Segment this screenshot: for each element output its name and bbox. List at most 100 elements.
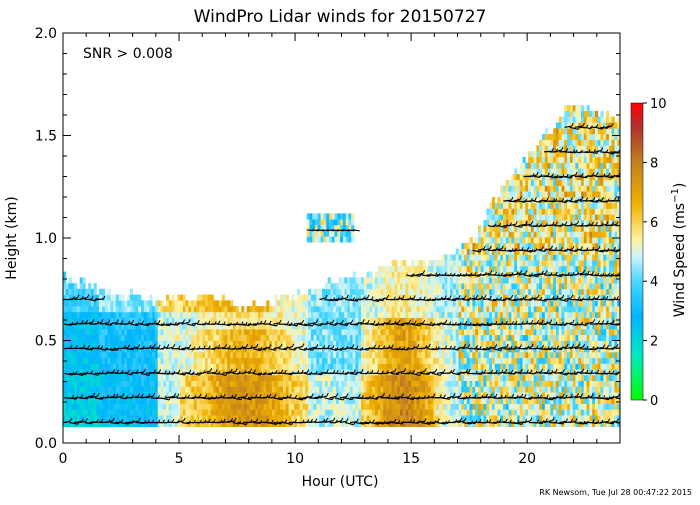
heatmap-cell bbox=[182, 397, 186, 404]
heatmap-cell bbox=[199, 392, 203, 399]
heatmap-cell bbox=[547, 133, 551, 140]
heatmap-cell bbox=[503, 197, 507, 204]
heatmap-cell bbox=[335, 380, 340, 387]
heatmap-cell bbox=[322, 392, 326, 399]
heatmap-cell bbox=[115, 300, 120, 307]
heatmap-cell bbox=[439, 329, 443, 336]
heatmap-cell bbox=[82, 317, 86, 324]
heatmap-cell bbox=[269, 386, 273, 393]
heatmap-cell bbox=[397, 300, 401, 307]
heatmap-cell bbox=[413, 392, 418, 399]
heatmap-cell bbox=[361, 374, 365, 381]
heatmap-cell bbox=[269, 374, 273, 381]
heatmap-cell bbox=[219, 357, 223, 364]
heatmap-cell bbox=[480, 248, 484, 255]
heatmap-cell bbox=[322, 311, 326, 318]
heatmap-cell bbox=[508, 260, 512, 267]
heatmap-cell bbox=[444, 288, 448, 295]
heatmap-cell bbox=[79, 374, 83, 381]
heatmap-cell bbox=[260, 386, 264, 393]
heatmap-cell bbox=[522, 254, 526, 261]
heatmap-cell bbox=[464, 260, 468, 267]
heatmap-cell bbox=[283, 374, 287, 381]
heatmap-cell bbox=[308, 306, 312, 313]
heatmap-cell bbox=[444, 363, 448, 370]
heatmap-cell bbox=[530, 197, 535, 204]
heatmap-cell bbox=[129, 352, 133, 359]
heatmap-cell bbox=[505, 386, 509, 393]
heatmap-cell bbox=[285, 386, 289, 393]
heatmap-cell bbox=[530, 306, 535, 313]
heatmap-cell bbox=[93, 392, 97, 399]
heatmap-cell bbox=[388, 334, 392, 341]
heatmap-cell bbox=[227, 311, 231, 318]
heatmap-cell bbox=[555, 340, 560, 347]
heatmap-cell bbox=[483, 248, 487, 255]
heatmap-cell bbox=[330, 380, 334, 387]
heatmap-cell bbox=[285, 392, 289, 399]
heatmap-cell bbox=[124, 369, 128, 376]
heatmap-cell bbox=[447, 288, 451, 295]
heatmap-cell bbox=[316, 300, 320, 307]
heatmap-cell bbox=[313, 288, 317, 295]
heatmap-cell bbox=[252, 311, 256, 318]
heatmap-cell bbox=[458, 352, 462, 359]
heatmap-cell bbox=[475, 409, 479, 416]
heatmap-cell bbox=[550, 363, 554, 370]
heatmap-cell bbox=[79, 415, 83, 422]
heatmap-cell bbox=[517, 277, 521, 284]
heatmap-cell bbox=[149, 334, 153, 341]
heatmap-cell bbox=[388, 352, 392, 359]
heatmap-cell bbox=[503, 415, 507, 422]
heatmap-cell bbox=[341, 403, 345, 410]
heatmap-cell bbox=[369, 300, 373, 307]
heatmap-cell bbox=[299, 334, 303, 341]
heatmap-cell bbox=[500, 277, 504, 284]
heatmap-cell bbox=[324, 288, 328, 295]
heatmap-cell bbox=[400, 329, 404, 336]
heatmap-cell bbox=[452, 374, 457, 381]
heatmap-cell bbox=[408, 363, 412, 370]
heatmap-cell bbox=[452, 317, 457, 324]
heatmap-cell bbox=[400, 317, 404, 324]
heatmap-cell bbox=[258, 386, 262, 393]
heatmap-cell bbox=[191, 329, 195, 336]
heatmap-cell bbox=[452, 334, 457, 341]
heatmap-cell bbox=[71, 403, 75, 410]
heatmap-cell bbox=[302, 340, 306, 347]
heatmap-cell bbox=[388, 380, 392, 387]
heatmap-cell bbox=[99, 386, 103, 393]
heatmap-cell bbox=[380, 397, 384, 404]
heatmap-cell bbox=[480, 225, 484, 232]
heatmap-cell bbox=[386, 374, 390, 381]
heatmap-cell bbox=[550, 397, 554, 404]
heatmap-cell bbox=[65, 340, 69, 347]
heatmap-cell bbox=[235, 392, 239, 399]
heatmap-cell bbox=[154, 329, 159, 336]
heatmap-cell bbox=[486, 340, 490, 347]
heatmap-cell bbox=[394, 288, 398, 295]
heatmap-cell bbox=[291, 317, 295, 324]
heatmap-cell bbox=[246, 334, 250, 341]
heatmap-cell bbox=[383, 311, 387, 318]
heatmap-cell bbox=[96, 409, 100, 416]
heatmap-cell bbox=[182, 363, 186, 370]
heatmap-cell bbox=[358, 288, 362, 295]
heatmap-cell bbox=[514, 334, 518, 341]
heatmap-cell bbox=[519, 208, 523, 215]
heatmap-cell bbox=[489, 225, 493, 232]
heatmap-cell bbox=[330, 306, 334, 313]
heatmap-cell bbox=[394, 265, 398, 272]
heatmap-cell bbox=[555, 323, 560, 330]
heatmap-cell bbox=[553, 357, 557, 364]
heatmap-cell bbox=[369, 352, 373, 359]
heatmap-cell bbox=[249, 369, 253, 376]
heatmap-cell bbox=[547, 197, 551, 204]
heatmap-cell bbox=[65, 420, 69, 427]
heatmap-cell bbox=[555, 185, 560, 192]
heatmap-cell bbox=[550, 306, 554, 313]
heatmap-cell bbox=[455, 420, 459, 427]
heatmap-cell bbox=[118, 294, 122, 301]
heatmap-cell bbox=[63, 317, 67, 324]
heatmap-cell bbox=[497, 277, 501, 284]
